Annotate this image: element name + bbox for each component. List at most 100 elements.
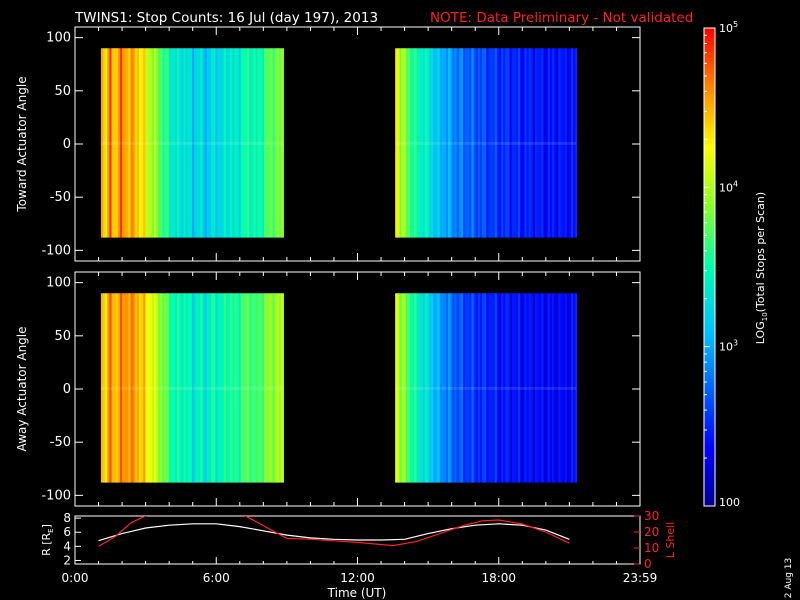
away-heatmap-column — [141, 293, 144, 483]
away-heatmap-column — [162, 293, 166, 483]
away-heatmap-column — [518, 293, 521, 483]
away-heatmap-column — [249, 293, 252, 483]
away-heatmap-column — [446, 293, 449, 483]
toward-heatmap-column — [541, 48, 545, 238]
away-heatmap-column — [270, 293, 274, 483]
toward-heatmap-column — [280, 48, 284, 238]
toward-heatmap-column — [111, 48, 115, 238]
toward-heatmap-column — [196, 48, 199, 238]
away-heatmap-column — [494, 293, 498, 483]
away-heatmap-column — [477, 293, 481, 483]
toward-heatmap-column — [268, 48, 271, 238]
toward-heatmap-column — [204, 48, 208, 238]
toward-heatmap-column — [513, 48, 517, 238]
toward-heatmap-column — [272, 48, 276, 238]
away-heatmap-column — [181, 293, 185, 483]
toward-heatmap-column — [558, 48, 562, 238]
toward-heatmap-column — [107, 48, 110, 238]
away-heatmap-column — [187, 293, 191, 483]
toward-heatmap-column — [414, 48, 417, 238]
figure-title: TWINS1: Stop Counts: 16 Jul (day 197), 2… — [74, 10, 378, 26]
toward-heatmap-column — [484, 48, 487, 238]
toward-heatmap-column — [276, 48, 280, 238]
time-tick-label: 12:00 — [340, 571, 375, 585]
toward-heatmap-column — [522, 48, 526, 238]
time-axis-ticks: 0:00 6:00 12:00 18:00 23:59 — [62, 557, 658, 585]
away-heatmap-column — [530, 293, 534, 483]
toward-y-tick-label: -50 — [50, 190, 71, 205]
toward-heatmap-column — [266, 48, 269, 238]
away-heatmap-column — [395, 293, 398, 483]
toward-heatmap-column — [460, 48, 464, 238]
away-heatmap-column — [554, 293, 557, 483]
colorbar-tick-label: 105 — [719, 20, 738, 35]
toward-heatmap-column — [187, 48, 191, 238]
away-heatmap-column — [467, 293, 470, 483]
away-heatmap-column — [160, 293, 163, 483]
toward-heatmap-column — [446, 48, 449, 238]
away-heatmap-column — [206, 293, 210, 483]
away-heatmap-column — [416, 293, 420, 483]
away-heatmap-column — [126, 293, 130, 483]
away-heatmap-column — [213, 293, 216, 483]
toward-heatmap-column — [225, 48, 229, 238]
toward-heatmap-column — [397, 48, 401, 238]
away-heatmap-column — [122, 293, 125, 483]
toward-heatmap-column — [539, 48, 542, 238]
away-heatmap-column — [172, 293, 176, 483]
toward-heatmap-column — [566, 48, 570, 238]
away-heatmap-column — [424, 293, 428, 483]
toward-heatmap-column — [456, 48, 460, 238]
toward-heatmap-column — [426, 48, 430, 238]
toward-heatmap-column — [458, 48, 462, 238]
away-heatmap-column — [479, 293, 483, 483]
toward-heatmap-column — [170, 48, 174, 238]
away-heatmap-column — [401, 293, 405, 483]
toward-heatmap-column — [435, 48, 439, 238]
away-heatmap-column — [431, 293, 434, 483]
toward-heatmap-column — [416, 48, 420, 238]
toward-heatmap-column — [175, 48, 178, 238]
away-heatmap — [100, 293, 578, 483]
away-heatmap-column — [228, 293, 231, 483]
toward-y-tick-label: 0 — [63, 137, 71, 152]
away-heatmap-column — [526, 293, 530, 483]
away-heatmap-column — [520, 293, 523, 483]
away-heatmap-column — [397, 293, 401, 483]
toward-heatmap-column — [537, 48, 540, 238]
away-heatmap-column — [547, 293, 551, 483]
away-heatmap-column — [215, 293, 219, 483]
away-y-tick-label: 0 — [63, 382, 71, 397]
toward-heatmap-column — [130, 48, 134, 238]
away-heatmap-column — [208, 293, 212, 483]
away-heatmap-column — [443, 293, 447, 483]
toward-heatmap-column — [503, 48, 506, 238]
away-heatmap-column — [566, 293, 570, 483]
away-heatmap-column — [435, 293, 439, 483]
colorbar-tick-label: 104 — [719, 179, 738, 194]
toward-heatmap-column — [238, 48, 242, 238]
toward-heatmap-column — [274, 48, 278, 238]
toward-heatmap-column — [395, 48, 398, 238]
away-panel: 100 50 0 -50 -100 Away Actuator Angle — [15, 271, 641, 507]
lshell-tick-label: 30 — [644, 509, 659, 523]
toward-heatmap-column — [151, 48, 155, 238]
away-heatmap-column — [244, 293, 248, 483]
away-heatmap-column — [274, 293, 278, 483]
away-heatmap-column — [145, 293, 149, 483]
toward-heatmap-column — [145, 48, 149, 238]
toward-heatmap-column — [132, 48, 136, 238]
away-heatmap-column — [196, 293, 199, 483]
lshell-tick-label: 0 — [644, 557, 652, 571]
time-tick-label: 23:59 — [623, 571, 658, 585]
toward-heatmap-column — [177, 48, 180, 238]
away-heatmap-column — [532, 293, 536, 483]
toward-heatmap-column — [573, 48, 576, 238]
toward-zero-angle-band — [395, 141, 577, 145]
toward-heatmap-column — [192, 48, 195, 238]
away-heatmap-column — [200, 293, 204, 483]
away-heatmap-column — [204, 293, 208, 483]
away-heatmap-column — [414, 293, 417, 483]
